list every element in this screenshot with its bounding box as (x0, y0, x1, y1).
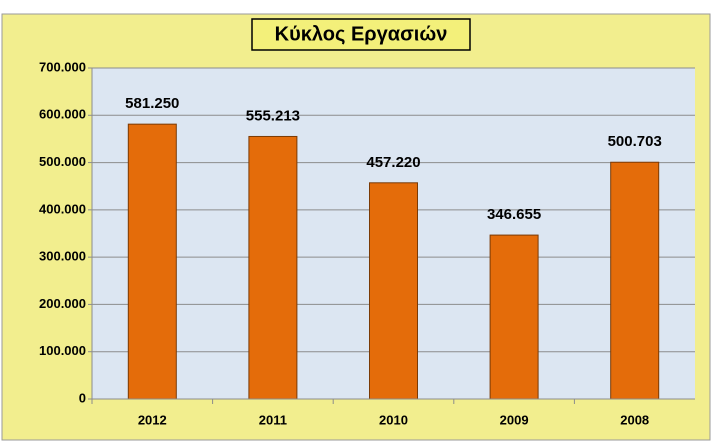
bar (127, 123, 177, 400)
bar (248, 135, 298, 400)
y-tick-label: 400.000 (39, 201, 86, 216)
bar (610, 161, 660, 400)
x-tick-label: 2012 (138, 412, 167, 427)
x-tick-label: 2009 (500, 412, 529, 427)
y-tick-label: 600.000 (39, 107, 86, 122)
x-tick-label: 2011 (259, 412, 287, 427)
y-tick-label: 700.000 (39, 59, 86, 74)
title-box (251, 18, 471, 51)
y-tick-label: 0 (79, 390, 86, 405)
data-label: 457.220 (366, 154, 420, 171)
data-label: 346.655 (487, 206, 541, 223)
bar (489, 234, 539, 400)
y-tick-label: 500.000 (39, 154, 86, 169)
data-label: 581.250 (125, 95, 179, 112)
y-tick-label: 300.000 (39, 249, 86, 264)
bar (369, 182, 418, 400)
chart-title: Κύκλος Εργασιών (275, 23, 448, 45)
data-label: 500.703 (608, 133, 662, 150)
y-tick-label: 100.000 (39, 343, 86, 358)
y-tick-label: 200.000 (39, 296, 86, 311)
x-tick-label: 2008 (620, 412, 649, 427)
data-label: 555.213 (246, 107, 300, 124)
x-tick-label: 2010 (379, 412, 408, 427)
